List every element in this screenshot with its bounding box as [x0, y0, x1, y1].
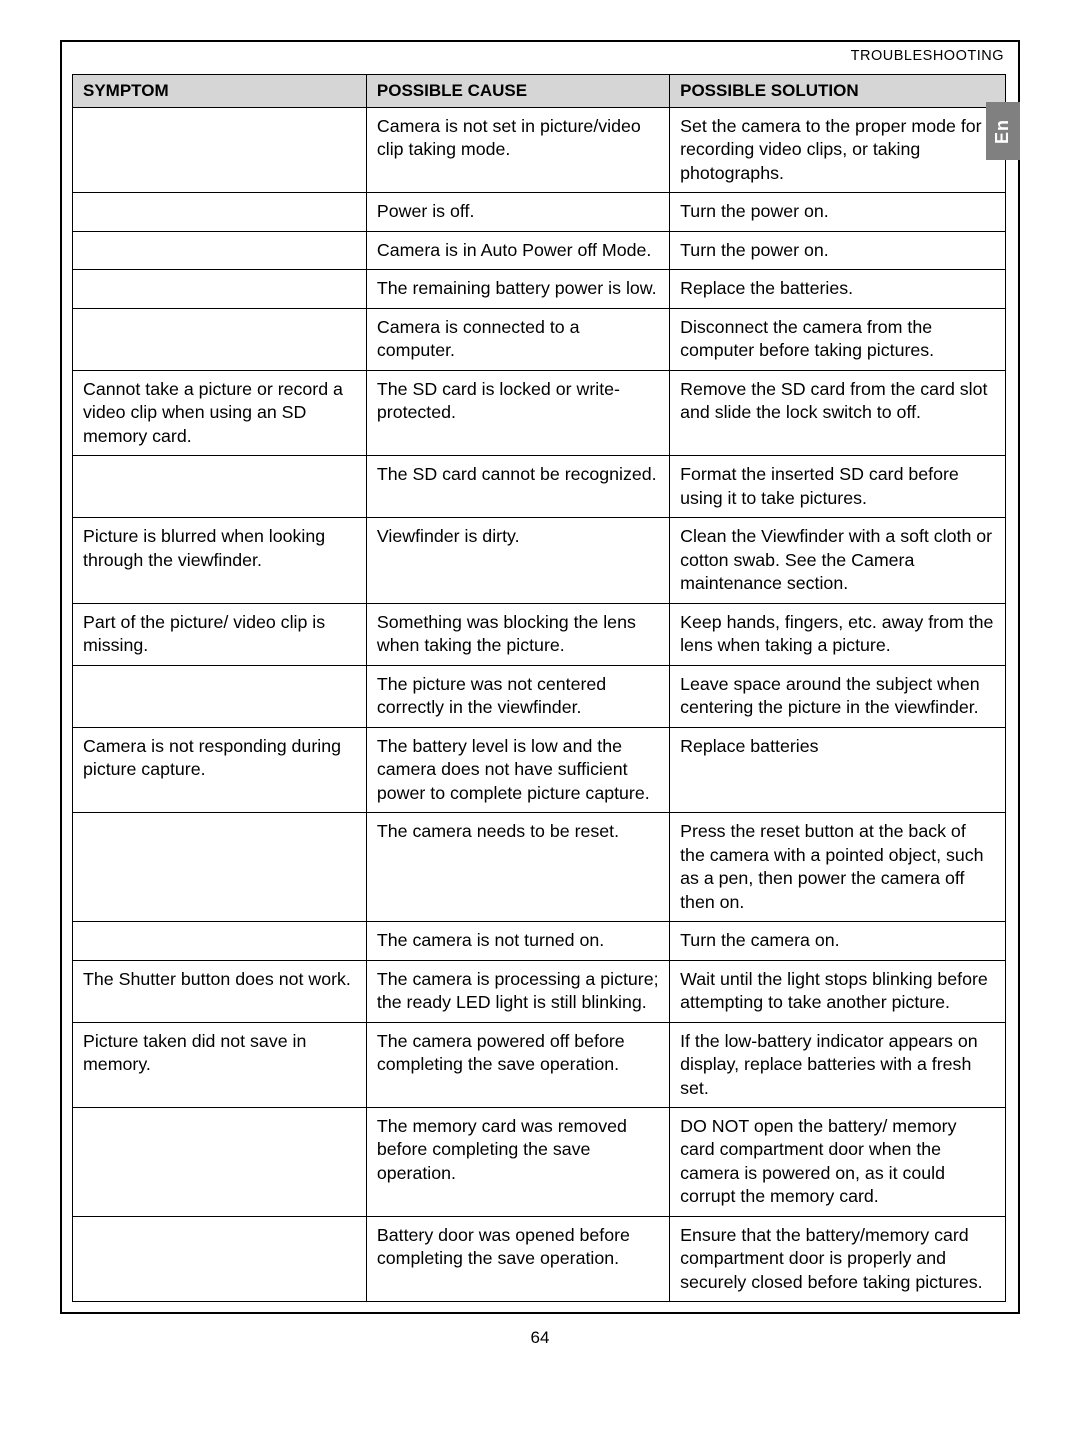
cell-solution: Wait until the light stops blinking befo… — [670, 960, 1006, 1022]
table-row: Cannot take a picture or record a video … — [73, 370, 1006, 455]
cell-symptom — [73, 665, 367, 727]
cell-symptom — [73, 1216, 367, 1301]
table-row: The memory card was removed before compl… — [73, 1107, 1006, 1216]
table-row: Power is off.Turn the power on. — [73, 193, 1006, 231]
table-row: Camera is not responding during picture … — [73, 727, 1006, 812]
cell-solution: Ensure that the battery/memory card comp… — [670, 1216, 1006, 1301]
cell-solution: Clean the Viewfinder with a soft cloth o… — [670, 518, 1006, 603]
cell-solution: Replace batteries — [670, 727, 1006, 812]
cell-symptom — [73, 308, 367, 370]
cell-solution: Turn the camera on. — [670, 922, 1006, 960]
table-row: Picture taken did not save in memory.The… — [73, 1022, 1006, 1107]
cell-cause: Camera is connected to a computer. — [366, 308, 669, 370]
cell-cause: Viewfinder is dirty. — [366, 518, 669, 603]
cell-symptom — [73, 922, 367, 960]
cell-cause: Camera is in Auto Power off Mode. — [366, 231, 669, 269]
table-row: The Shutter button does not work.The cam… — [73, 960, 1006, 1022]
cell-symptom — [73, 270, 367, 308]
cell-symptom: Cannot take a picture or record a video … — [73, 370, 367, 455]
cell-cause: Power is off. — [366, 193, 669, 231]
cell-solution: Keep hands, fingers, etc. away from the … — [670, 603, 1006, 665]
cell-symptom: Picture is blurred when looking through … — [73, 518, 367, 603]
cell-solution: DO NOT open the battery/ memory card com… — [670, 1107, 1006, 1216]
cell-cause: Battery door was opened before completin… — [366, 1216, 669, 1301]
cell-solution: Leave space around the subject when cent… — [670, 665, 1006, 727]
section-header: TROUBLESHOOTING — [62, 42, 1018, 74]
cell-symptom: Part of the picture/ video clip is missi… — [73, 603, 367, 665]
table-row: Picture is blurred when looking through … — [73, 518, 1006, 603]
page: TROUBLESHOOTING En SYMPTOM POSSIBLE CAUS… — [0, 0, 1080, 1454]
cell-cause: The camera needs to be reset. — [366, 813, 669, 922]
table-header-row: SYMPTOM POSSIBLE CAUSE POSSIBLE SOLUTION — [73, 75, 1006, 108]
cell-cause: The battery level is low and the camera … — [366, 727, 669, 812]
cell-solution: Turn the power on. — [670, 231, 1006, 269]
table-row: Part of the picture/ video clip is missi… — [73, 603, 1006, 665]
cell-cause: The camera is not turned on. — [366, 922, 669, 960]
cell-symptom — [73, 813, 367, 922]
cell-cause: The camera powered off before completing… — [366, 1022, 669, 1107]
table-row: Camera is connected to a computer.Discon… — [73, 308, 1006, 370]
cell-solution: Replace the batteries. — [670, 270, 1006, 308]
cell-symptom: The Shutter button does not work. — [73, 960, 367, 1022]
cell-solution: Format the inserted SD card before using… — [670, 456, 1006, 518]
cell-symptom — [73, 231, 367, 269]
table-body: Camera is not set in picture/video clip … — [73, 108, 1006, 1302]
cell-symptom — [73, 108, 367, 193]
cell-symptom — [73, 456, 367, 518]
cell-solution: Remove the SD card from the card slot an… — [670, 370, 1006, 455]
cell-cause: The picture was not centered correctly i… — [366, 665, 669, 727]
table-row: Camera is in Auto Power off Mode.Turn th… — [73, 231, 1006, 269]
cell-solution: If the low-battery indicator appears on … — [670, 1022, 1006, 1107]
table-row: The camera is not turned on.Turn the cam… — [73, 922, 1006, 960]
table-row: The camera needs to be reset.Press the r… — [73, 813, 1006, 922]
troubleshooting-table: SYMPTOM POSSIBLE CAUSE POSSIBLE SOLUTION… — [72, 74, 1006, 1302]
cell-solution: Turn the power on. — [670, 193, 1006, 231]
cell-symptom: Camera is not responding during picture … — [73, 727, 367, 812]
cell-cause: The memory card was removed before compl… — [366, 1107, 669, 1216]
language-tab: En — [986, 102, 1020, 160]
table-row: Battery door was opened before completin… — [73, 1216, 1006, 1301]
cell-solution: Press the reset button at the back of th… — [670, 813, 1006, 922]
table-row: Camera is not set in picture/video clip … — [73, 108, 1006, 193]
cell-symptom — [73, 1107, 367, 1216]
page-number: 64 — [60, 1328, 1020, 1348]
col-symptom: SYMPTOM — [73, 75, 367, 108]
cell-symptom: Picture taken did not save in memory. — [73, 1022, 367, 1107]
cell-solution: Disconnect the camera from the computer … — [670, 308, 1006, 370]
language-tab-label: En — [992, 118, 1013, 143]
page-border: TROUBLESHOOTING En SYMPTOM POSSIBLE CAUS… — [60, 40, 1020, 1314]
cell-symptom — [73, 193, 367, 231]
cell-cause: The SD card cannot be recognized. — [366, 456, 669, 518]
table-row: The SD card cannot be recognized.Format … — [73, 456, 1006, 518]
cell-cause: The SD card is locked or write-protected… — [366, 370, 669, 455]
col-solution: POSSIBLE SOLUTION — [670, 75, 1006, 108]
cell-cause: The camera is processing a picture; the … — [366, 960, 669, 1022]
cell-cause: Something was blocking the lens when tak… — [366, 603, 669, 665]
cell-solution: Set the camera to the proper mode for re… — [670, 108, 1006, 193]
table-row: The remaining battery power is low.Repla… — [73, 270, 1006, 308]
table-row: The picture was not centered correctly i… — [73, 665, 1006, 727]
cell-cause: The remaining battery power is low. — [366, 270, 669, 308]
col-cause: POSSIBLE CAUSE — [366, 75, 669, 108]
cell-cause: Camera is not set in picture/video clip … — [366, 108, 669, 193]
